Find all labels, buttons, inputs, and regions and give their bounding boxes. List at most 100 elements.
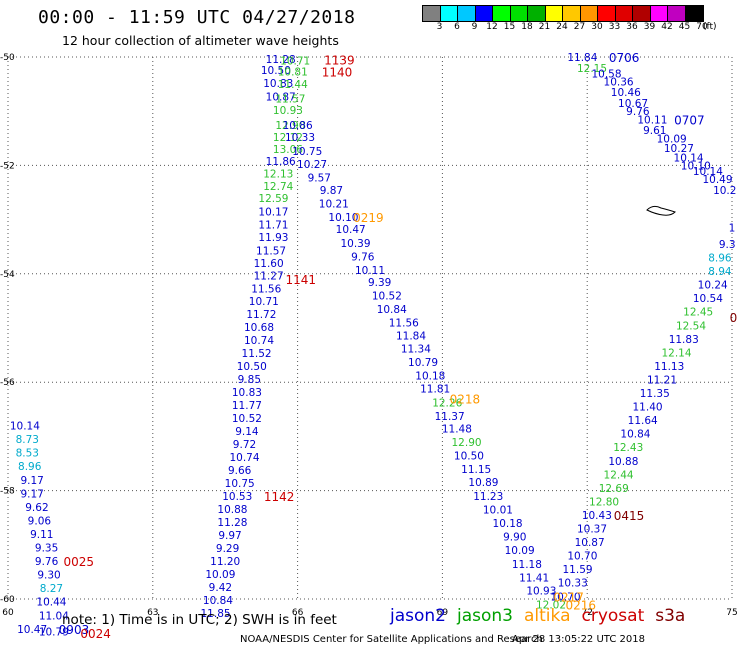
data-point-label: 12.26 bbox=[432, 397, 462, 409]
legend-tick-label: 45 bbox=[678, 22, 691, 32]
legend-swatch bbox=[598, 6, 616, 21]
data-point-label: 12.69 bbox=[599, 483, 629, 495]
legend-tick-label: 33 bbox=[608, 22, 621, 32]
data-point-label: 10.10 bbox=[681, 160, 711, 172]
legend-tick-label: 70 bbox=[696, 22, 708, 32]
data-point-label: 10.74 bbox=[244, 335, 274, 347]
data-point-label: 10.46 bbox=[611, 87, 641, 99]
data-point-label: 10.33 bbox=[558, 578, 588, 590]
data-point-label: 10.14 bbox=[693, 166, 723, 178]
time-label: 1140 bbox=[322, 66, 353, 80]
legend-tick-label: 3 bbox=[436, 22, 443, 32]
time-label: 0706 bbox=[609, 51, 640, 65]
time-label: 1141 bbox=[286, 273, 317, 287]
data-point-label: 11.56 bbox=[389, 318, 419, 330]
legend-swatch bbox=[685, 6, 703, 21]
data-point-label: 10.74 bbox=[229, 452, 259, 464]
data-point-label: 8.96 bbox=[18, 461, 42, 473]
color-scale-legend bbox=[422, 5, 704, 22]
data-point-label: 9.14 bbox=[235, 426, 259, 438]
data-point-label: 1 bbox=[729, 223, 736, 235]
data-point-label: 11.40 bbox=[633, 402, 663, 414]
data-point-label: 10.88 bbox=[608, 456, 638, 468]
data-point-label: 10.88 bbox=[217, 504, 247, 516]
legend-swatch bbox=[423, 6, 441, 21]
data-point-label: 10.21 bbox=[319, 198, 349, 210]
data-point-label: 10.27 bbox=[664, 143, 694, 155]
legend-tick-label: 27 bbox=[573, 22, 586, 32]
legend-tick-label: 18 bbox=[521, 22, 533, 32]
credit-text: NOAA/NESDIS Center for Satellite Applica… bbox=[240, 634, 543, 645]
time-label: 0216 bbox=[565, 598, 596, 612]
legend-swatch bbox=[440, 6, 458, 21]
time-label: 0903 bbox=[59, 623, 90, 637]
timestamp-text: Apr 28 13:05:22 UTC 2018 bbox=[512, 634, 645, 645]
data-point-label: 11.37 bbox=[435, 411, 465, 423]
data-point-label: 9.76 bbox=[351, 251, 375, 263]
data-point-label: 10.50 bbox=[261, 65, 291, 77]
time-label: 1139 bbox=[324, 54, 355, 68]
data-point-label: 12.15 bbox=[577, 63, 607, 75]
legend-tick-label: 6 bbox=[454, 22, 460, 32]
legend-swatch bbox=[545, 6, 563, 21]
legend-swatch bbox=[528, 6, 546, 21]
data-point-label: 10.47 bbox=[336, 224, 366, 236]
data-point-label: 9.39 bbox=[368, 277, 391, 289]
data-point-label: 8.73 bbox=[16, 434, 39, 446]
data-point-label: 10.50 bbox=[237, 361, 267, 373]
data-point-label: 10.49 bbox=[702, 174, 732, 186]
legend-tick-label: 36 bbox=[626, 22, 638, 32]
data-point-label: 11.48 bbox=[442, 423, 472, 435]
data-point-label: 10.50 bbox=[454, 450, 484, 462]
data-point-label: 10.09 bbox=[205, 569, 235, 581]
legend-tick-label: 39 bbox=[643, 22, 656, 32]
data-point-label: 9.57 bbox=[308, 172, 331, 184]
data-point-label: 10.58 bbox=[591, 68, 621, 80]
data-point-label: 8.27 bbox=[40, 583, 63, 595]
data-point-label: 10.81 bbox=[278, 67, 308, 79]
data-point-label: 11.13 bbox=[654, 361, 684, 373]
data-point-label: 11.28 bbox=[217, 517, 247, 529]
data-point-label: 10.52 bbox=[232, 413, 262, 425]
legend-tick-label: 12 bbox=[486, 22, 498, 32]
time-label: 0025 bbox=[64, 555, 95, 569]
data-point-label: 10.87 bbox=[266, 92, 296, 104]
x-tick-label: 63 bbox=[147, 608, 158, 618]
note-text: note: 1) Time is in UTC; 2) SWH is in fe… bbox=[62, 612, 337, 628]
source-jason2: jason2 bbox=[390, 606, 446, 626]
data-point-label: 10.87 bbox=[575, 537, 605, 549]
data-point-label: 11.64 bbox=[628, 415, 658, 427]
time-label: 0218 bbox=[450, 392, 481, 406]
data-point-label: 12.90 bbox=[275, 120, 305, 132]
time-label: 0024 bbox=[80, 627, 111, 641]
data-point-label: 10.54 bbox=[693, 293, 723, 305]
legend-swatch bbox=[615, 6, 633, 21]
data-point-label: 12.14 bbox=[661, 347, 691, 359]
time-label: 0219 bbox=[353, 211, 384, 225]
legend-tick-label: 42 bbox=[661, 22, 673, 32]
data-point-label: 11.59 bbox=[563, 564, 593, 576]
data-point-label: 11.20 bbox=[210, 556, 240, 568]
data-point-label: 12.12 bbox=[273, 132, 303, 144]
satellite-legend: jason2 jason3 altika cryosat s3a bbox=[390, 606, 696, 626]
data-point-label: 12.54 bbox=[676, 320, 706, 332]
data-point-label: 10.36 bbox=[604, 76, 634, 88]
data-point-label: 11.52 bbox=[242, 348, 272, 360]
data-point-label: 11.57 bbox=[275, 94, 305, 106]
data-point-label: 11.84 bbox=[396, 331, 426, 343]
data-point-label: 11.04 bbox=[39, 610, 69, 622]
data-point-label: 9.85 bbox=[238, 374, 261, 386]
legend-tick-label: 24 bbox=[556, 22, 568, 32]
data-point-label: 10.11 bbox=[355, 265, 385, 277]
data-point-label: 11.35 bbox=[640, 388, 670, 400]
source-cryosat: cryosat bbox=[581, 606, 645, 626]
legend-swatch bbox=[580, 6, 598, 21]
data-point-label: 10.11 bbox=[637, 114, 667, 126]
data-point-label: 10.67 bbox=[618, 98, 648, 110]
legend-swatch bbox=[650, 6, 668, 21]
data-point-label: 10.79 bbox=[39, 627, 69, 639]
time-label: 0707 bbox=[674, 113, 705, 127]
data-point-label: 10.17 bbox=[258, 206, 288, 218]
data-point-label: 11.60 bbox=[254, 258, 284, 270]
data-point-label: 11.93 bbox=[258, 232, 288, 244]
